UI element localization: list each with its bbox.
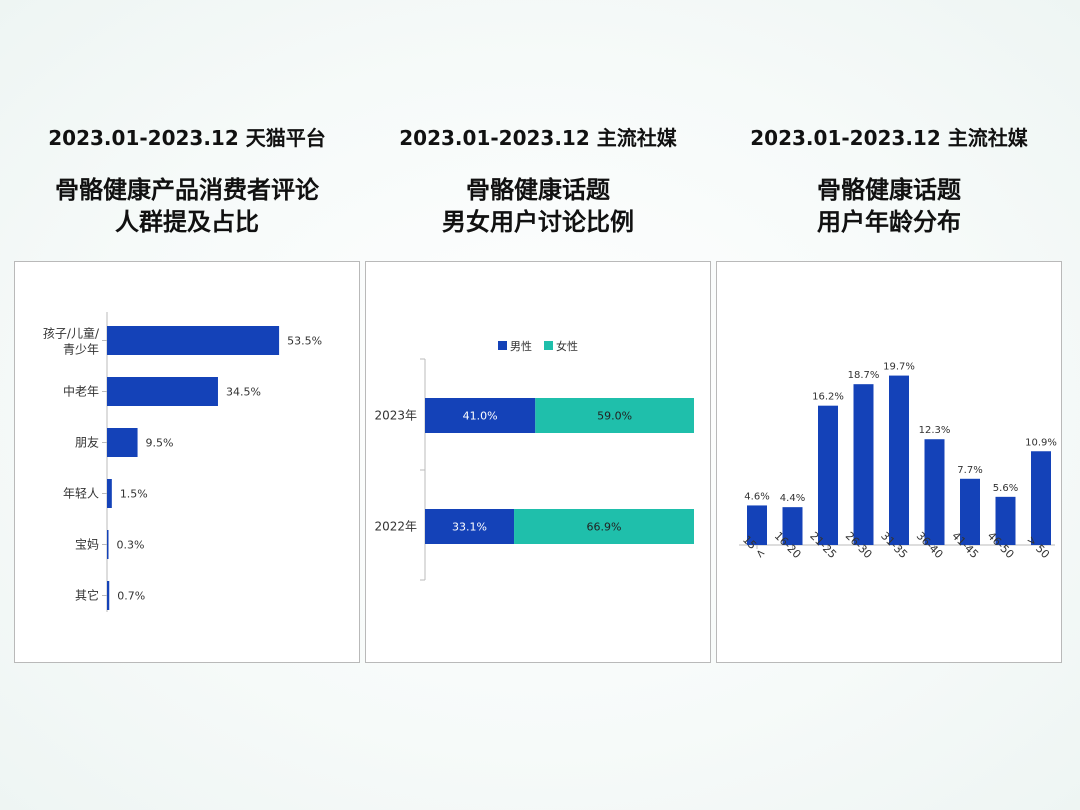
age-distribution-bar-chart: 4.6%15 <4.4%16-2016.2%21-2518.7%26-3019.…: [739, 362, 1057, 561]
chart-panel: 4.6% 15 <4.4% 16-20 16.2% 21-25 18.7% 26-30 19.…: [716, 261, 1062, 663]
bar: [889, 375, 909, 545]
data-label: 34.5%: [226, 386, 261, 399]
chart-header: 2023.01-2023.12 主流社媒: [399, 126, 677, 150]
data-label: 9.5%: [146, 437, 174, 450]
chart-title-line2: 用户年龄分布: [817, 208, 961, 236]
data-label: 7.7%: [957, 465, 982, 476]
chart-title-line1: 骨骼健康话题: [817, 176, 961, 204]
bar: [747, 505, 767, 545]
bar: [818, 405, 838, 545]
chart-title-line1: 骨骼健康话题: [466, 176, 610, 204]
chart-title: 骨骼健康话题 用户年龄分布: [716, 174, 1062, 238]
legend-label-male: 男性: [510, 339, 532, 353]
legend-swatch-male: [498, 341, 507, 350]
legend-swatch-female: [544, 341, 553, 350]
consumer-groups-bar-chart: 孩子/儿童/青少年 53.5% 中老年 34.5% 朋友 9.5% 年轻人 1.5% 宝妈 0.3…: [43, 312, 322, 612]
chart-title: 骨骼健康产品消费者评论 人群提及占比: [14, 174, 360, 238]
bar-segment-male: [425, 509, 515, 544]
bar: [107, 581, 110, 610]
bar: [107, 479, 112, 508]
bar: [107, 326, 280, 355]
chart-header: 2023.01-2023.12 主流社媒: [750, 126, 1028, 150]
bar: [995, 496, 1016, 545]
chart-header: 2023.01-2023.12 天猫平台: [48, 126, 326, 150]
bar: [924, 439, 945, 545]
category-label: 中老年: [63, 384, 99, 399]
legend-label-female: 女性: [556, 339, 578, 353]
data-label: 0.7%: [117, 590, 145, 603]
bar-segment-female: [535, 398, 694, 433]
bar: [107, 377, 218, 406]
bar-segment-female: [514, 509, 694, 544]
chart-title-line2: 男女用户讨论比例: [442, 208, 634, 236]
category-label: 年轻人: [63, 487, 99, 501]
bar: [853, 384, 874, 545]
data-label: 4.4%: [780, 493, 805, 504]
bar-segment-male: [425, 398, 536, 433]
data-label: 16.2%: [812, 392, 844, 403]
data-label: 33.1%: [452, 521, 487, 534]
data-label: 12.3%: [919, 425, 951, 436]
chart-title-line1: 骨骼健康产品消费者评论: [55, 176, 319, 204]
bar: [1031, 451, 1051, 545]
data-label: 5.6%: [993, 483, 1018, 494]
gender-ratio-stacked-bar-chart: 男性 女性 2023年 41.0% 59.0% 2022年 33.1% 66.9%: [374, 339, 694, 581]
data-label: 53.5%: [287, 335, 322, 348]
data-label: 59.0%: [597, 410, 632, 423]
bar: [960, 478, 980, 545]
data-label: 18.7%: [848, 370, 880, 381]
chart-title-line2: 人群提及占比: [115, 208, 259, 236]
category-label: 其它: [75, 588, 99, 603]
data-label: 19.7%: [883, 362, 915, 373]
data-label: 41.0%: [463, 410, 498, 423]
category-label: 朋友: [75, 436, 99, 450]
bar: [782, 507, 803, 545]
category-label: 2023年: [374, 409, 417, 423]
chart-panel: 孩子/儿童/青少年 53.5% 中老年 34.5% 朋友 9.5% 年轻人 1.5% 宝妈 0.3…: [14, 261, 360, 663]
category-label: 2022年: [374, 520, 417, 534]
bar: [107, 428, 138, 457]
data-label: 4.6%: [744, 491, 769, 502]
category-label: 青少年: [63, 343, 99, 357]
data-label: 1.5%: [120, 488, 148, 501]
category-label: 宝妈: [75, 538, 99, 552]
chart-panel: 男性 女性 2023年 41.0% 59.0% 2022年 33.1% 66.9%: [365, 261, 711, 663]
data-label: 10.9%: [1025, 437, 1057, 448]
data-label: 66.9%: [587, 521, 622, 534]
bar: [107, 530, 109, 559]
data-label: 0.3%: [117, 539, 145, 552]
category-label: 孩子/儿童/: [43, 326, 100, 341]
chart-title: 骨骼健康话题 男女用户讨论比例: [365, 174, 711, 238]
